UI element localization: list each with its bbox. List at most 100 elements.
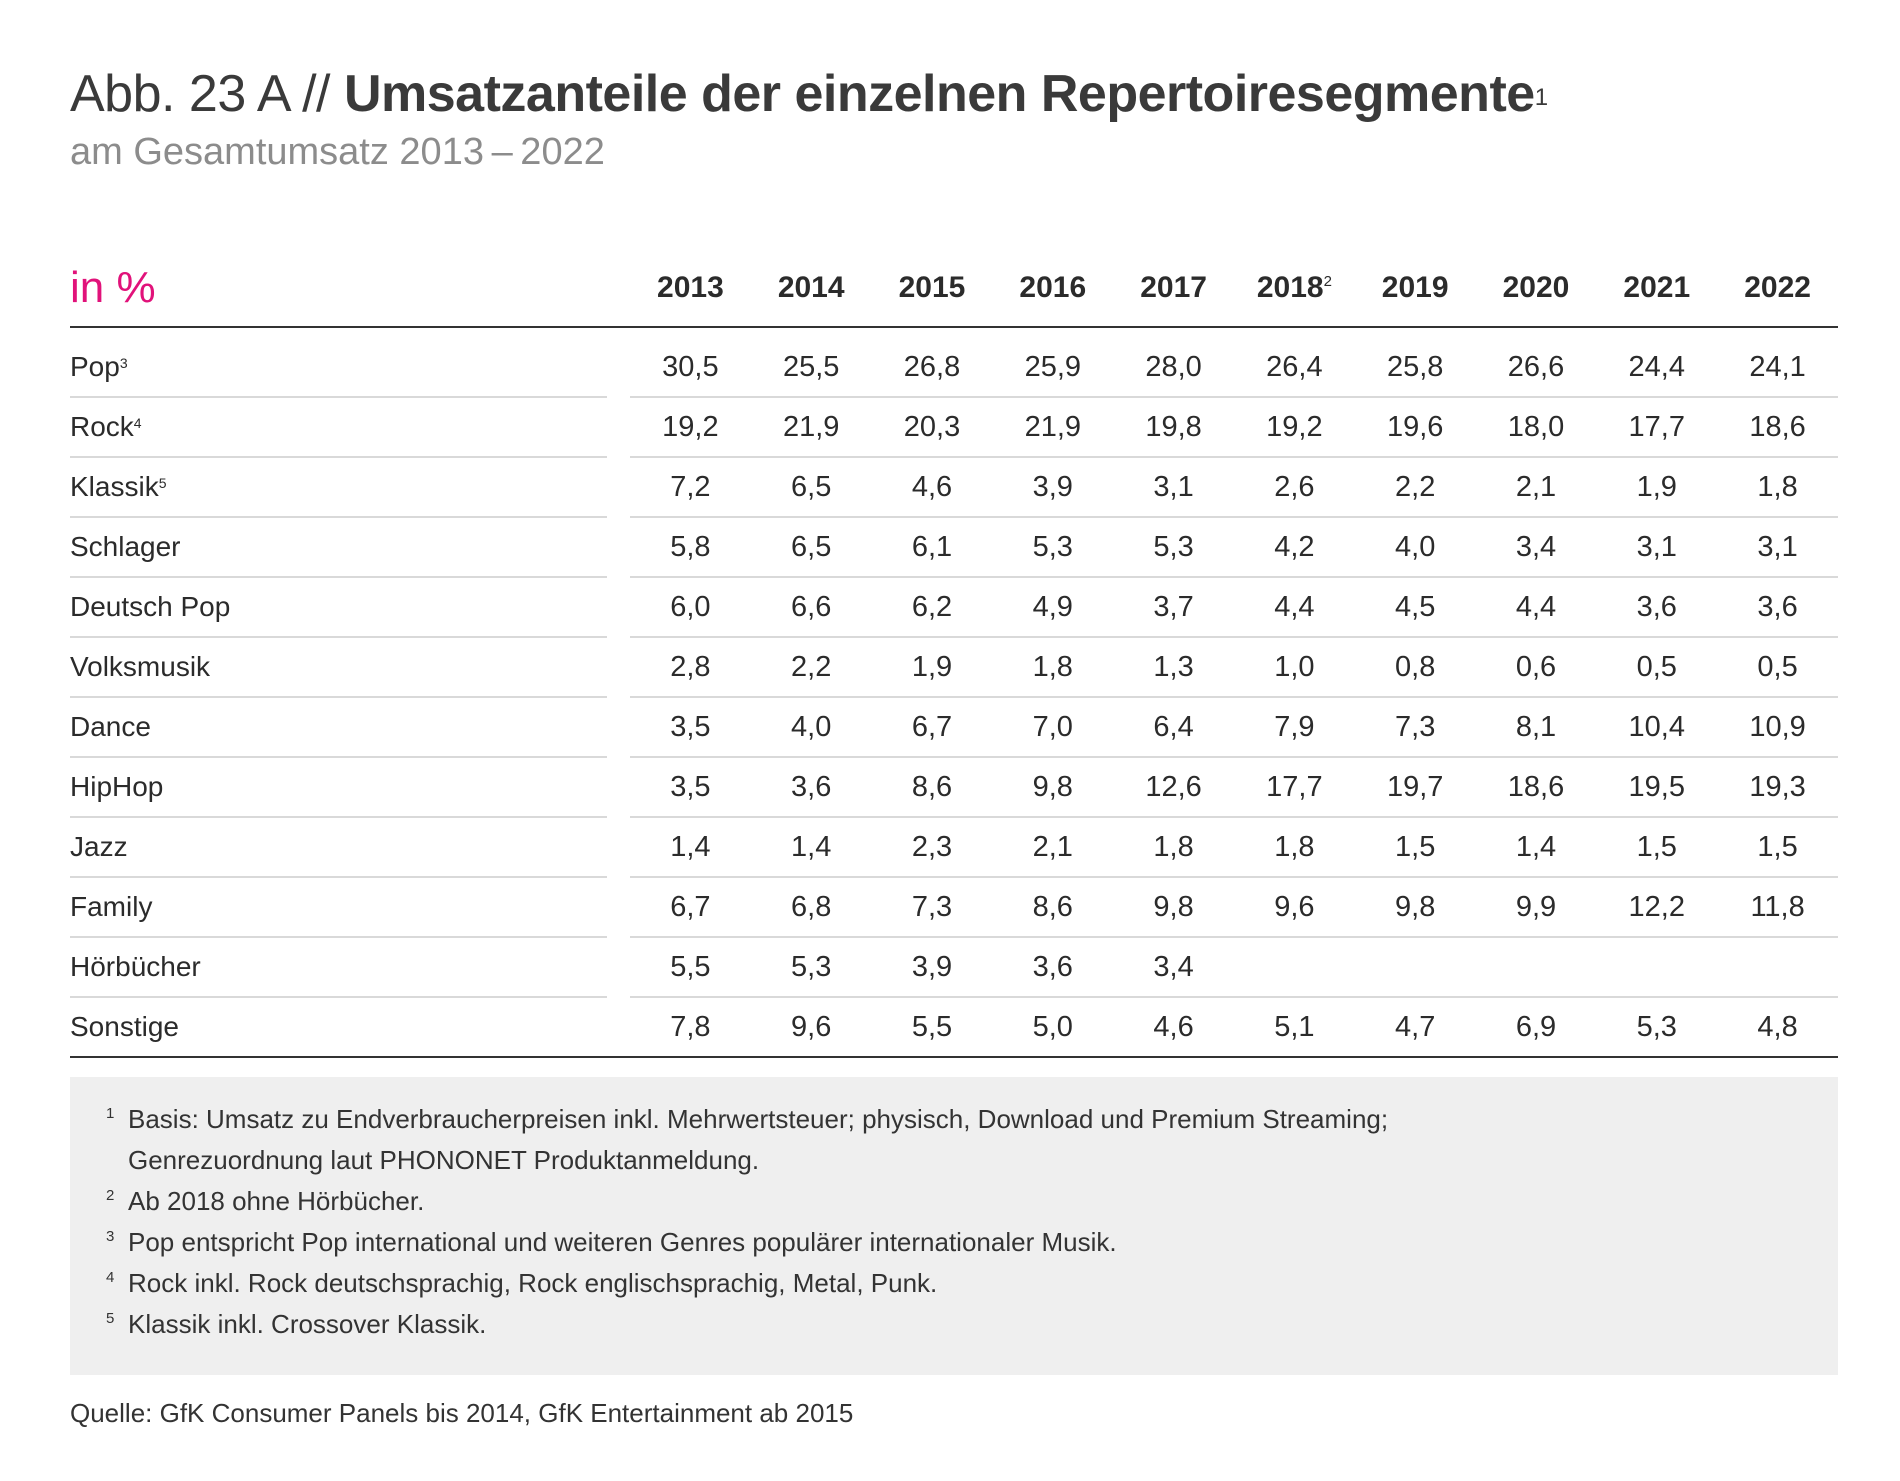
table-cell: 1,5 <box>1717 817 1838 878</box>
table-cell: 5,5 <box>630 937 751 998</box>
figure-header: Abb. 23 A // Umsatzanteile der einzelnen… <box>70 62 1548 176</box>
table-cell: 12,2 <box>1596 877 1718 938</box>
row-gap <box>607 457 630 517</box>
row-label-text: Volksmusik <box>70 651 211 682</box>
table-cell: 21,9 <box>992 397 1114 458</box>
table-cell: 3,6 <box>750 757 872 818</box>
table-cell: 1,5 <box>1596 817 1718 878</box>
row-label: HipHop <box>70 757 607 818</box>
table-cell: 0,5 <box>1596 637 1718 698</box>
footnote-line: 2 Ab 2018 ohne Hörbücher. <box>106 1181 1802 1222</box>
table-row: Jazz 1,4 1,4 2,3 2,1 1,8 1,8 1,5 1,4 1,5 1,5 <box>70 817 1838 878</box>
table-cell: 10,9 <box>1717 697 1838 758</box>
footnote-text: Klassik inkl. Crossover Klassik. <box>128 1309 487 1339</box>
row-label: Dance <box>70 697 607 758</box>
footnote-text: Pop entspricht Pop international und wei… <box>128 1227 1117 1257</box>
table-cell: 19,3 <box>1717 757 1838 818</box>
row-label-text: Hörbücher <box>70 951 201 982</box>
column-header-label: 2014 <box>777 271 845 304</box>
table-cell: 25,5 <box>750 327 872 398</box>
row-gap <box>607 757 630 817</box>
column-header-label: 2016 <box>1019 271 1087 304</box>
table-cell: 12,6 <box>1113 757 1234 818</box>
row-label-text: Sonstige <box>70 1011 179 1042</box>
table-cell: 1,4 <box>630 817 751 878</box>
title-footnote-mark: 1 <box>1534 84 1548 111</box>
table-cell: 3,9 <box>871 937 993 998</box>
row-footnote-mark: 3 <box>119 355 128 371</box>
table-cell: 20,3 <box>871 397 993 458</box>
table-cell: 6,5 <box>750 457 872 518</box>
table-cell: 6,9 <box>1475 997 1597 1058</box>
table-cell: 3,1 <box>1717 517 1838 578</box>
table-cell: 19,8 <box>1113 397 1234 458</box>
unit-label: in % <box>70 250 607 328</box>
table-cell: 8,6 <box>992 877 1114 938</box>
table-cell: 3,6 <box>1596 577 1718 638</box>
table-cell: 4,4 <box>1233 577 1355 638</box>
footnote-text: Basis: Umsatz zu Endverbraucherpreisen i… <box>128 1104 1389 1134</box>
table-cell: 9,8 <box>1113 877 1234 938</box>
table-cell: 19,5 <box>1596 757 1718 818</box>
table-cell: 3,1 <box>1596 517 1718 578</box>
row-gap <box>607 637 630 697</box>
row-label: Rock4 <box>70 397 607 458</box>
table-header-row: in % 2013 2014 2015 2016 2017 20182 2019 2020 202… <box>70 250 1838 328</box>
table-cell: 6,4 <box>1113 697 1234 758</box>
row-gap <box>607 327 630 397</box>
table-cell: 5,3 <box>1113 517 1234 578</box>
column-header: 2022 <box>1717 250 1838 328</box>
row-gap <box>607 937 630 997</box>
table-cell <box>1717 937 1838 998</box>
row-gap <box>607 517 630 577</box>
column-header: 2014 <box>750 250 872 328</box>
footnote-text: Rock inkl. Rock deutschsprachig, Rock en… <box>128 1268 938 1298</box>
table-cell: 6,0 <box>630 577 751 638</box>
table-cell: 4,6 <box>1113 997 1234 1058</box>
table-cell: 25,8 <box>1354 327 1476 398</box>
table-cell: 4,2 <box>1233 517 1355 578</box>
column-header: 2019 <box>1354 250 1476 328</box>
table-body: Pop3 30,5 25,5 26,8 25,9 28,0 26,4 25,8 26,6 24,4… <box>70 327 1838 1058</box>
footnote-text: Genrezuordnung laut PHONONET Produktanme… <box>128 1145 760 1175</box>
table-cell: 3,5 <box>630 697 751 758</box>
table-cell: 5,3 <box>1596 997 1718 1058</box>
title-text: Umsatzanteile der einzelnen Repertoirese… <box>343 65 1535 123</box>
column-header: 2015 <box>871 250 993 328</box>
source-note: Quelle: GfK Consumer Panels bis 2014, Gf… <box>70 1398 854 1428</box>
table-cell: 0,5 <box>1717 637 1838 698</box>
table-cell: 1,8 <box>1717 457 1838 518</box>
table-cell: 1,9 <box>1596 457 1718 518</box>
column-header: 2021 <box>1596 250 1718 328</box>
table-cell: 4,0 <box>1354 517 1476 578</box>
footnote-line: 1 Basis: Umsatz zu Endverbraucherpreisen … <box>106 1099 1802 1140</box>
footnote-mark: 3 <box>106 1228 115 1245</box>
table-row: Volksmusik 2,8 2,2 1,9 1,8 1,3 1,0 0,8 0,6 0,5 0,5 <box>70 637 1838 698</box>
footnote-mark: 2 <box>106 1187 115 1204</box>
table-cell: 3,5 <box>630 757 751 818</box>
table-row: Rock4 19,2 21,9 20,3 21,9 19,8 19,2 19,6 18,0 17,… <box>70 397 1838 458</box>
table-cell: 0,8 <box>1354 637 1476 698</box>
row-label: Hörbücher <box>70 937 607 998</box>
footnote-line: Genrezuordnung laut PHONONET Produktanme… <box>106 1140 1802 1181</box>
table-cell: 6,7 <box>871 697 993 758</box>
table-cell: 1,8 <box>1113 817 1234 878</box>
table-cell: 1,9 <box>871 637 993 698</box>
table-row: HipHop 3,5 3,6 8,6 9,8 12,6 17,7 19,7 18,6 19,5 19… <box>70 757 1838 818</box>
table-row: Dance 3,5 4,0 6,7 7,0 6,4 7,9 7,3 8,1 10,4 10,9 <box>70 697 1838 758</box>
column-header: 2020 <box>1475 250 1597 328</box>
table-cell: 26,8 <box>871 327 993 398</box>
column-header-label: 2015 <box>898 271 966 304</box>
table-cell: 1,5 <box>1354 817 1476 878</box>
row-label: Deutsch Pop <box>70 577 607 638</box>
table-cell: 21,9 <box>750 397 872 458</box>
table-cell: 10,4 <box>1596 697 1718 758</box>
table-cell: 4,4 <box>1475 577 1597 638</box>
data-table: in % 2013 2014 2015 2016 2017 20182 2019 2020 202… <box>70 250 1838 1058</box>
footnotes-box: 1 Basis: Umsatz zu Endverbraucherpreisen … <box>70 1077 1838 1375</box>
column-header: 2013 <box>630 250 751 328</box>
row-label: Volksmusik <box>70 637 607 698</box>
table-cell: 3,6 <box>992 937 1114 998</box>
table-cell: 18,6 <box>1717 397 1838 458</box>
table-cell: 4,5 <box>1354 577 1476 638</box>
